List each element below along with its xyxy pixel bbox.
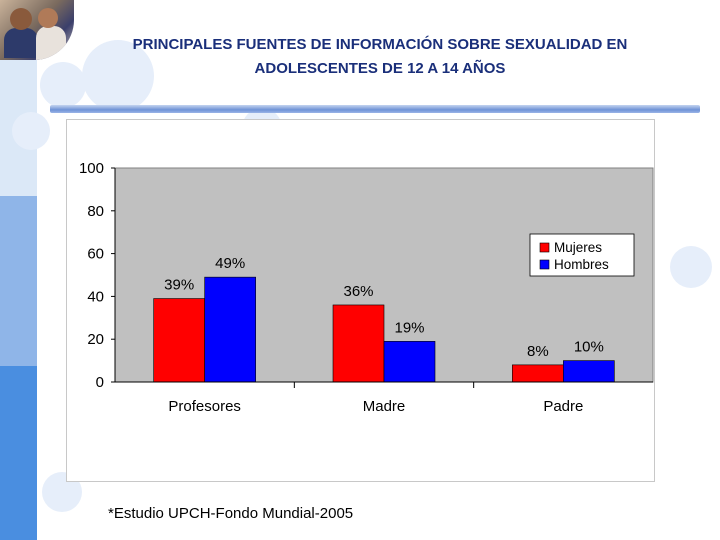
y-tick-label: 80 [87,203,104,220]
bar [512,364,564,383]
decorative-circle [40,62,86,108]
slide-title-line1: PRINCIPALES FUENTES DE INFORMACIÓN SOBRE… [132,36,628,53]
bar [332,304,385,383]
x-tick-label: Madre [363,398,406,415]
legend-swatch [539,242,550,253]
decorative-circle [82,40,154,112]
slide-title: PRINCIPALES FUENTES DE INFORMACIÓN SOBRE… [70,33,690,81]
header-photo [0,0,74,60]
decorative-circle [670,246,712,288]
data-label: 8% [527,343,549,360]
data-label: 19% [394,319,424,336]
legend-swatch [539,259,550,270]
legend-label: Mujeres [554,240,602,255]
data-label: 10% [574,339,604,356]
bar [204,276,256,383]
left-bar-segment [0,366,37,540]
footnote: *Estudio UPCH-Fondo Mundial-2005 [108,505,354,522]
bar [153,298,205,383]
bar [563,360,615,383]
slide-title-line2: ADOLESCENTES DE 12 A 14 AÑOS [254,60,506,77]
title-divider [50,105,700,113]
y-tick-label: 60 [87,246,104,263]
y-tick-label: 40 [87,288,104,305]
y-tick-label: 20 [87,331,104,348]
decorative-circle [12,112,50,150]
left-bar-segment [0,196,37,366]
y-tick-label: 0 [96,374,104,391]
legend-label: Hombres [554,257,609,272]
x-tick-label: Padre [543,398,583,415]
bar [383,341,436,383]
y-tick-label: 100 [79,160,104,177]
data-label: 39% [164,277,194,294]
data-label: 49% [215,255,245,272]
x-tick-label: Profesores [168,398,241,415]
data-label: 36% [343,283,373,300]
